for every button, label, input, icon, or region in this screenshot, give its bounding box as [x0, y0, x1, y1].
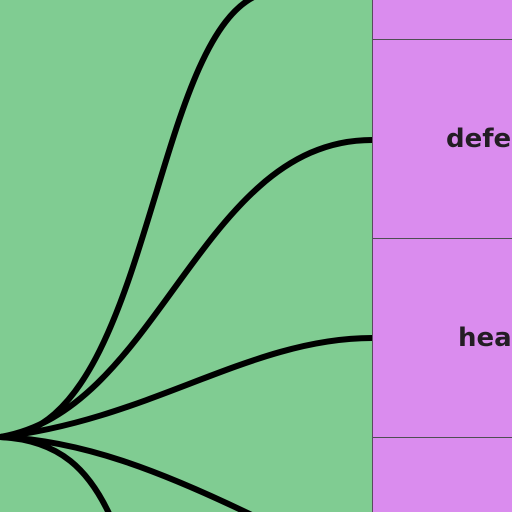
node-row-hea[interactable]: hea — [373, 239, 512, 438]
node-panel: defe hea — [372, 0, 512, 512]
branch-link-defe — [0, 137, 375, 440]
branch-link-bottom — [0, 434, 112, 512]
node-label-hea: hea — [458, 323, 512, 353]
node-label-defe: defe — [446, 124, 512, 154]
node-row-top[interactable] — [373, 0, 512, 40]
node-row-bottom[interactable] — [373, 438, 512, 512]
branch-link-hea — [0, 335, 375, 440]
node-row-defe[interactable]: defe — [373, 40, 512, 239]
branch-link-lower — [0, 434, 253, 512]
